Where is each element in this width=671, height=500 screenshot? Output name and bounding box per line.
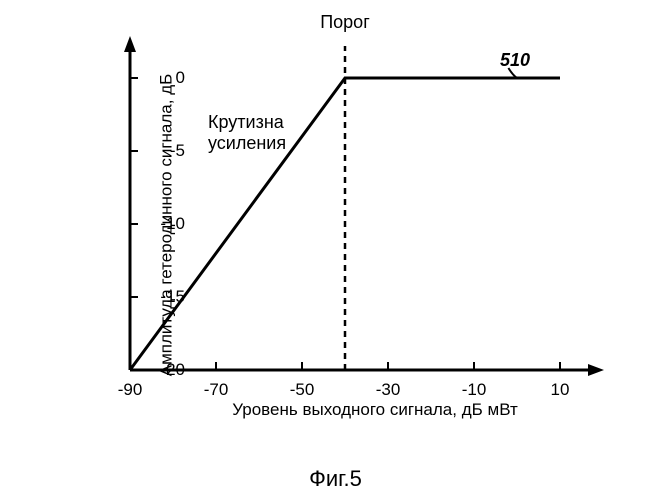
y-tick-0: 0 [176, 68, 185, 88]
y-tick-2: -10 [160, 214, 185, 234]
reference-510: 510 [500, 50, 530, 71]
slope-label-line2: усиления [208, 133, 286, 153]
threshold-label: Порог [320, 12, 370, 33]
x-tick-5: 10 [551, 380, 570, 400]
y-tick-4: -20 [160, 360, 185, 380]
chart-container: Амплитуда гетеродинного сигнала, дБ Поро… [70, 30, 630, 420]
chart-svg [130, 40, 620, 370]
y-tick-3: -15 [160, 287, 185, 307]
x-tick-4: -10 [462, 380, 487, 400]
x-tick-2: -50 [290, 380, 315, 400]
slope-label-line1: Крутизна [208, 112, 284, 132]
figure-caption: Фиг.5 [309, 466, 362, 492]
x-tick-0: -90 [118, 380, 143, 400]
x-axis-label: Уровень выходного сигнала, дБ мВт [232, 400, 518, 420]
plot-area: Порог Крутизна усиления 510 Уровень выхо… [130, 40, 620, 370]
x-tick-1: -70 [204, 380, 229, 400]
y-tick-1: -5 [170, 141, 185, 161]
slope-label: Крутизна усиления [208, 112, 286, 153]
x-tick-3: -30 [376, 380, 401, 400]
